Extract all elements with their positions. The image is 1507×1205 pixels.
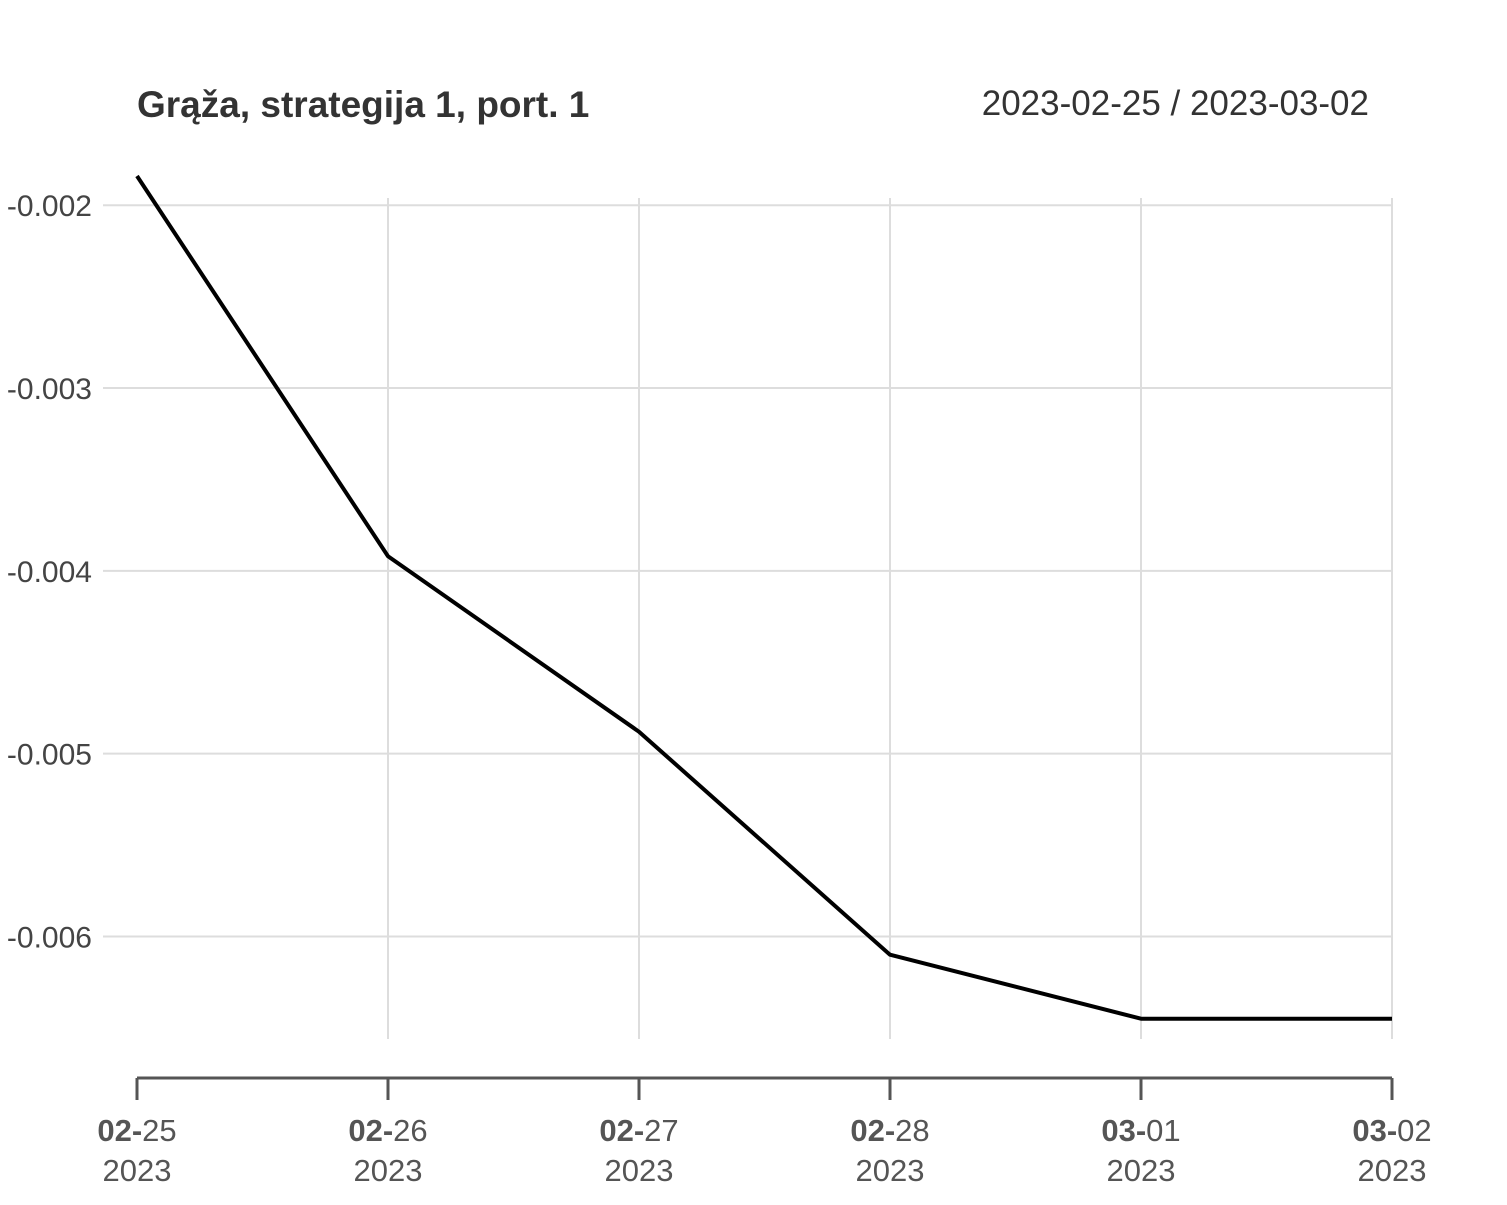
x-tick-year: 2023 [354,1153,423,1188]
grid [103,198,1393,1039]
series-group [135,174,1393,1021]
y-tick-label: -0.002 [7,190,92,223]
chart-period: 2023-02-25 / 2023-03-02 [982,84,1369,123]
y-tick-label: -0.006 [7,921,92,954]
x-tick-label: 03-02 [1352,1113,1431,1148]
x-tick-label: 02-28 [850,1113,929,1148]
x-tick-year: 2023 [605,1153,674,1188]
x-tick-year: 2023 [1358,1153,1427,1188]
x-tick-label: 03-01 [1101,1113,1180,1148]
x-tick-year: 2023 [1107,1153,1176,1188]
x-tick-label: 02-25 [97,1113,176,1148]
y-tick-label: -0.003 [7,373,92,406]
x-axis: 02-25 2023 02-26 2023 02-27 2023 02-28 2023 03-0… [97,1076,1432,1188]
chart-title: Grąža, strategija 1, port. 1 [137,84,589,125]
y-axis-ticks: -0.002 -0.003 -0.004 -0.005 -0.006 [7,190,92,954]
x-tick-year: 2023 [103,1153,172,1188]
y-tick-label: -0.005 [7,739,92,772]
y-tick-label: -0.004 [7,556,92,589]
series-line [135,174,1392,1021]
x-tick-label: 02-26 [348,1113,427,1148]
x-tick-year: 2023 [856,1153,925,1188]
x-tick-label: 02-27 [599,1113,678,1148]
